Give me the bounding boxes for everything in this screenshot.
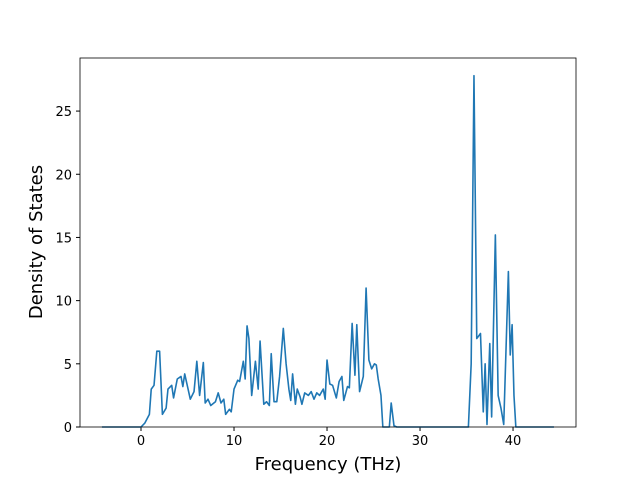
dos-line — [101, 74, 554, 428]
y-tick-label: 0 — [64, 421, 72, 436]
x-tick-label: 30 — [412, 434, 429, 449]
x-axis-label: Frequency (THz) — [255, 454, 402, 475]
x-tick-label: 10 — [226, 434, 243, 449]
y-axis-label: Density of States — [26, 165, 47, 319]
y-tick-label: 20 — [55, 168, 72, 183]
y-tick-label: 10 — [55, 295, 72, 310]
plot-frame — [79, 57, 577, 428]
y-tick-label: 5 — [64, 358, 72, 373]
x-tick-label: 20 — [319, 434, 336, 449]
y-tick-label: 25 — [55, 105, 72, 120]
y-tick-label: 15 — [55, 231, 72, 246]
x-tick-label: 40 — [505, 434, 522, 449]
x-tick-label: 0 — [137, 434, 145, 449]
